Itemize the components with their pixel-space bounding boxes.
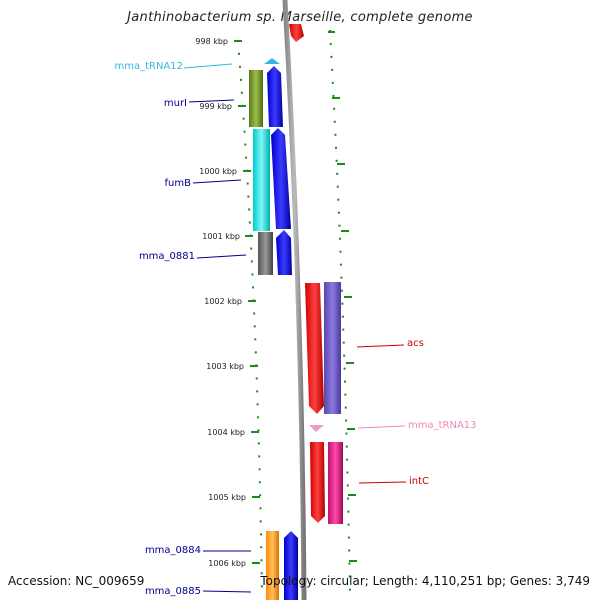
- gene-label: mma_0884: [145, 545, 201, 556]
- genome-backbone: [282, 0, 307, 600]
- kbp-ticks: 998 kbp 999 kbp 1000 kbp 1001 kbp 1002 k…: [195, 37, 260, 568]
- right-ticks: [328, 31, 357, 562]
- tick-label: 1002 kbp: [204, 297, 242, 306]
- tick-label: 1005 kbp: [208, 493, 246, 502]
- gene-fumB[interactable]: [253, 129, 270, 231]
- tick-label: 1004 kbp: [207, 428, 245, 437]
- gene-blue-arrow-2[interactable]: [271, 128, 291, 229]
- label-mma-tRNA13[interactable]: mma_tRNA13: [357, 420, 477, 431]
- map-title: Janthinobacterium sp. Marseille, complet…: [127, 10, 473, 25]
- gene-intC[interactable]: [310, 442, 325, 523]
- gene-blue-arrow-1[interactable]: [267, 66, 283, 127]
- tick-label: 999 kbp: [199, 102, 232, 111]
- gene-label: acs: [407, 338, 424, 349]
- gene-blue-arrow-3[interactable]: [276, 230, 292, 275]
- gene-purple[interactable]: [324, 282, 341, 414]
- tick-label: 1000 kbp: [199, 167, 237, 176]
- gene-pink[interactable]: [328, 442, 343, 524]
- label-acs[interactable]: acs: [356, 338, 424, 349]
- gene-mma-0881[interactable]: [258, 232, 273, 275]
- gene-mma-tRNA12[interactable]: [264, 58, 280, 64]
- gene-label: intC: [409, 476, 429, 487]
- gene-acs[interactable]: [305, 283, 324, 414]
- gene-mma-0884[interactable]: [266, 531, 279, 600]
- gene-mma-tRNA13[interactable]: [309, 425, 324, 432]
- gene-feature-top[interactable]: [289, 24, 304, 42]
- gene-label: mma_tRNA12: [114, 61, 183, 72]
- label-mma-0881[interactable]: mma_0881: [139, 251, 247, 262]
- tick-label: 1006 kbp: [208, 559, 246, 568]
- gene-label: fumB: [165, 178, 192, 189]
- genome-info: Topology: circular; Length: 4,110,251 bp…: [260, 574, 590, 588]
- tick-label: 998 kbp: [195, 37, 228, 46]
- gene-blue-arrow-4[interactable]: [284, 531, 298, 600]
- gene-label: murI: [164, 98, 187, 109]
- gene-label: mma_0885: [145, 586, 201, 597]
- label-mma-0884[interactable]: mma_0884: [145, 545, 251, 556]
- label-mma-0885[interactable]: mma_0885: [145, 586, 252, 597]
- label-mma-tRNA12[interactable]: mma_tRNA12: [114, 61, 233, 72]
- label-fumB[interactable]: fumB: [165, 178, 242, 189]
- tick-label: 1001 kbp: [202, 232, 240, 241]
- gene-murI[interactable]: [249, 70, 263, 127]
- tick-label: 1003 kbp: [206, 362, 244, 371]
- label-murI[interactable]: murI: [164, 98, 235, 109]
- gene-label: mma_0881: [139, 251, 195, 262]
- gene-label: mma_tRNA13: [408, 420, 477, 431]
- accession-label: Accession: NC_009659: [8, 574, 145, 588]
- label-intC[interactable]: intC: [358, 476, 429, 487]
